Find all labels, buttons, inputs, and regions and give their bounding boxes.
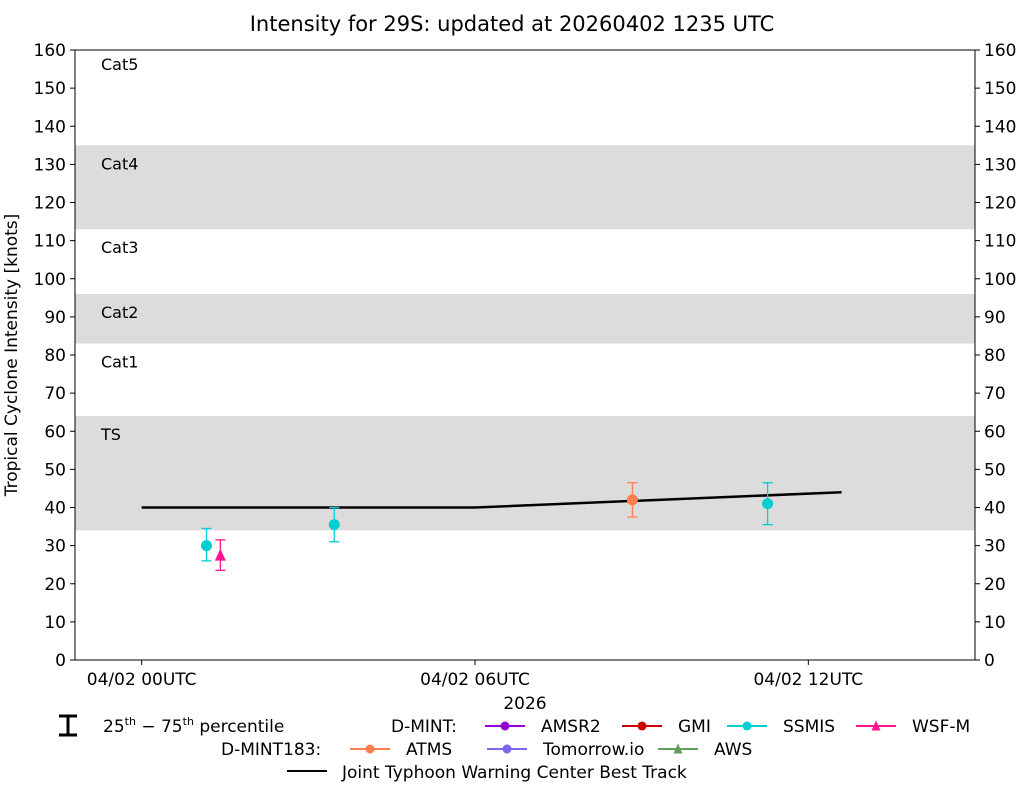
legend-label-gmi: GMI (678, 717, 711, 737)
y-tick-label-left: 20 (44, 575, 66, 595)
best-track-line (141, 491, 842, 509)
legend-label-wsf-m: WSF-M (912, 717, 970, 737)
y-tick-label-right: 90 (984, 308, 1006, 328)
y-tick-label-left: 50 (44, 460, 66, 480)
legend-label-tomorrow.io: Tomorrow.io (542, 740, 644, 760)
atms-point (626, 494, 638, 506)
band-label-cat4: Cat4 (101, 154, 138, 173)
y-tick-label-right: 10 (984, 613, 1006, 633)
x-axis-label: 2026 (503, 694, 546, 714)
percentile-legend-label: 25th − 75th percentile (103, 715, 284, 737)
legend-label-best-track: Joint Typhoon Warning Center Best Track (341, 763, 687, 783)
legend-label-ssmis: SSMIS (783, 717, 835, 737)
legend-label-atms: ATMS (406, 740, 452, 760)
legend-group-dmint183: D-MINT183: (221, 740, 321, 760)
y-tick-label-right: 70 (984, 384, 1006, 404)
y-tick-label-left: 80 (44, 346, 66, 366)
y-tick-label-right: 30 (984, 537, 1006, 557)
y-tick-label-left: 90 (44, 308, 66, 328)
y-tick-label-right: 120 (984, 194, 1016, 214)
y-tick-label-left: 160 (34, 41, 66, 61)
y-tick-label-left: 30 (44, 537, 66, 557)
band-cat4 (75, 145, 975, 230)
band-label-cat5: Cat5 (101, 55, 138, 74)
y-tick-label-left: 70 (44, 384, 66, 404)
y-tick-label-right: 50 (984, 460, 1006, 480)
band-label-cat1: Cat1 (101, 353, 138, 372)
legend-label-aws: AWS (714, 740, 752, 760)
wsf-m-point (214, 548, 226, 561)
y-tick-label-left: 150 (34, 79, 66, 99)
legend-marker-aws (673, 743, 683, 754)
x-tick-label: 04/02 12UTC (753, 670, 863, 690)
legend-marker-atms (365, 744, 375, 754)
y-tick-label-right: 110 (984, 232, 1016, 252)
y-tick-label-right: 160 (984, 41, 1016, 61)
x-tick-label: 04/02 00UTC (87, 670, 197, 690)
y-tick-label-right: 100 (984, 270, 1016, 290)
legend-marker-amsr2 (500, 721, 510, 731)
y-tick-label-right: 0 (984, 651, 995, 671)
legend-marker-wsf-m (871, 720, 881, 731)
legend-marker-ssmis (742, 721, 752, 731)
band-cat2 (75, 294, 975, 344)
y-tick-label-left: 120 (34, 194, 66, 214)
y-tick-label-left: 10 (44, 613, 66, 633)
y-tick-label-right: 60 (984, 422, 1006, 442)
band-label-cat2: Cat2 (101, 303, 138, 322)
y-tick-label-right: 20 (984, 575, 1006, 595)
y-tick-label-right: 40 (984, 499, 1006, 519)
y-tick-label-right: 130 (984, 155, 1016, 175)
y-tick-label-left: 60 (44, 422, 66, 442)
plot-frame (74, 49, 976, 661)
legend: 25th − 75th percentile D-MINT: AMSR2 GMI SSM… (59, 714, 970, 783)
ssmis-point (328, 519, 340, 531)
y-tick-label-right: 150 (984, 79, 1016, 99)
band-label-cat3: Cat3 (101, 238, 138, 257)
band-label-ts: TS (100, 425, 121, 444)
percentile-legend-icon (59, 714, 77, 737)
x-tick-label: 04/02 06UTC (420, 670, 530, 690)
ssmis-point (200, 540, 212, 552)
y-tick-label-right: 140 (984, 117, 1016, 137)
y-tick-label-left: 110 (34, 232, 66, 252)
band-ts (75, 416, 975, 531)
y-tick-label-right: 80 (984, 346, 1006, 366)
legend-marker-tomorrow.io (502, 744, 512, 754)
y-tick-label-left: 0 (55, 651, 66, 671)
y-tick-label-left: 140 (34, 117, 66, 137)
legend-marker-gmi (637, 721, 647, 731)
y-tick-label-left: 130 (34, 155, 66, 175)
legend-group-dmint: D-MINT: (391, 717, 457, 737)
y-tick-label-left: 100 (34, 270, 66, 290)
chart-title: Intensity for 29S: updated at 20260402 1… (250, 12, 775, 36)
legend-label-amsr2: AMSR2 (541, 717, 601, 737)
y-axis-label: Tropical Cyclone Intensity [knots] (2, 214, 22, 498)
ssmis-point (762, 498, 774, 510)
y-tick-label-left: 40 (44, 499, 66, 519)
